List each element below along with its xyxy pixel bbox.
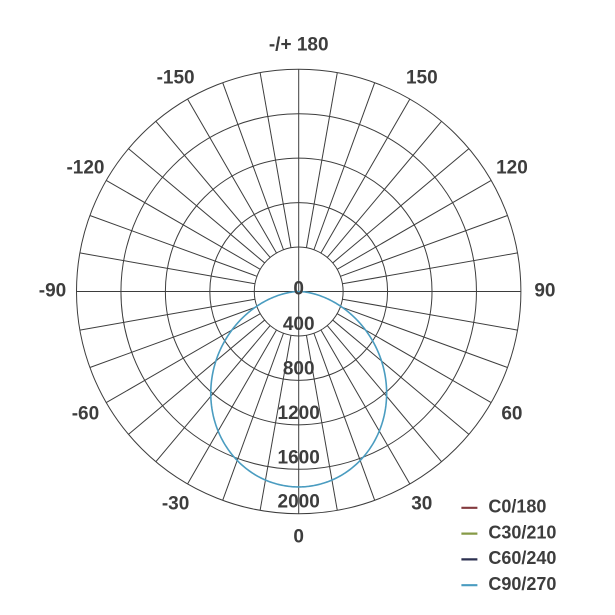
svg-text:-150: -150 xyxy=(157,67,195,88)
svg-text:1600: 1600 xyxy=(278,447,320,468)
svg-text:30: 30 xyxy=(411,494,432,515)
svg-text:-30: -30 xyxy=(162,494,189,515)
svg-text:1200: 1200 xyxy=(278,403,320,424)
svg-text:120: 120 xyxy=(496,157,528,178)
svg-text:2000: 2000 xyxy=(278,492,320,513)
svg-text:800: 800 xyxy=(283,358,315,379)
svg-text:0: 0 xyxy=(293,279,304,300)
svg-text:C0/180: C0/180 xyxy=(488,497,546,517)
svg-text:-120: -120 xyxy=(66,157,104,178)
svg-text:-60: -60 xyxy=(72,404,99,425)
svg-text:150: 150 xyxy=(406,67,438,88)
svg-text:60: 60 xyxy=(501,404,522,425)
svg-text:0: 0 xyxy=(293,527,304,548)
svg-text:-/+ 180: -/+ 180 xyxy=(269,34,329,55)
svg-text:C60/240: C60/240 xyxy=(488,548,556,568)
svg-text:-90: -90 xyxy=(39,281,66,302)
svg-text:C30/210: C30/210 xyxy=(488,522,556,542)
svg-text:400: 400 xyxy=(283,314,315,335)
svg-text:C90/270: C90/270 xyxy=(488,574,556,594)
svg-text:90: 90 xyxy=(534,281,555,302)
